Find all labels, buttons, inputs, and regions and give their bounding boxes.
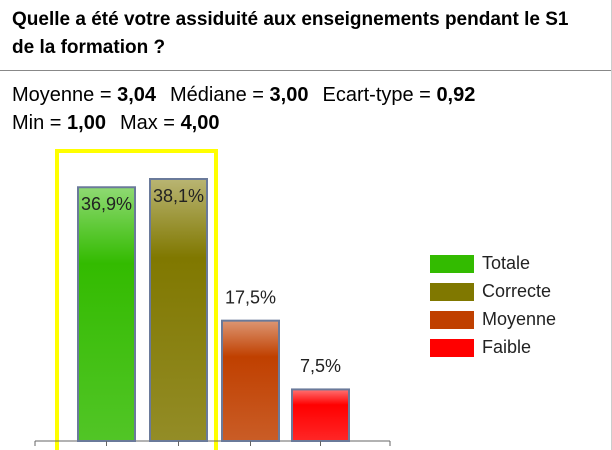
stat: Ecart-type = 0,92 [322,84,475,106]
bar [149,178,208,442]
stat-value: 4,00 [180,112,220,134]
stat-label: Médiane = [170,84,264,106]
stat-value: 1,00 [67,112,106,134]
legend-label: Faible [482,337,531,357]
value-label: 17,5% [225,287,276,307]
bar [77,186,136,442]
value-label: 7,5% [300,356,341,376]
legend-label: Correcte [482,281,551,301]
value-label: 38,1% [153,186,204,206]
stat: Médiane = 3,00 [170,84,308,106]
legend-swatch [430,255,474,273]
stat-value: 3,04 [117,84,157,106]
stat: Min = 1,00 [12,112,106,134]
stats-line: Min = 1,00 Max = 4,00 [12,112,234,135]
stat: Moyenne = 3,04 [12,84,156,106]
legend-label: Moyenne [482,309,556,329]
value-label: 36,9% [81,194,132,214]
bar [221,319,280,442]
stat-label: Min = [12,112,62,134]
highlight-box [55,149,218,450]
stat-label: Max = [119,112,175,134]
chart-title: Quelle a été votre assiduité aux enseign… [12,9,569,58]
stat-label: Moyenne = [12,84,112,106]
legend-swatch [430,339,474,357]
stat: Max = 4,00 [120,112,220,134]
stat-label: Ecart-type = [322,84,431,106]
legend-swatch [430,283,474,301]
stat-value: 0,92 [436,84,476,106]
legend-swatch [430,311,474,329]
separator [0,70,611,71]
legend-label: Totale [482,253,530,273]
bar [291,388,350,443]
stat-value: 3,00 [269,84,309,106]
stats-line: Moyenne = 3,04 Médiane = 3,00 Ecart-type =… [12,84,489,107]
